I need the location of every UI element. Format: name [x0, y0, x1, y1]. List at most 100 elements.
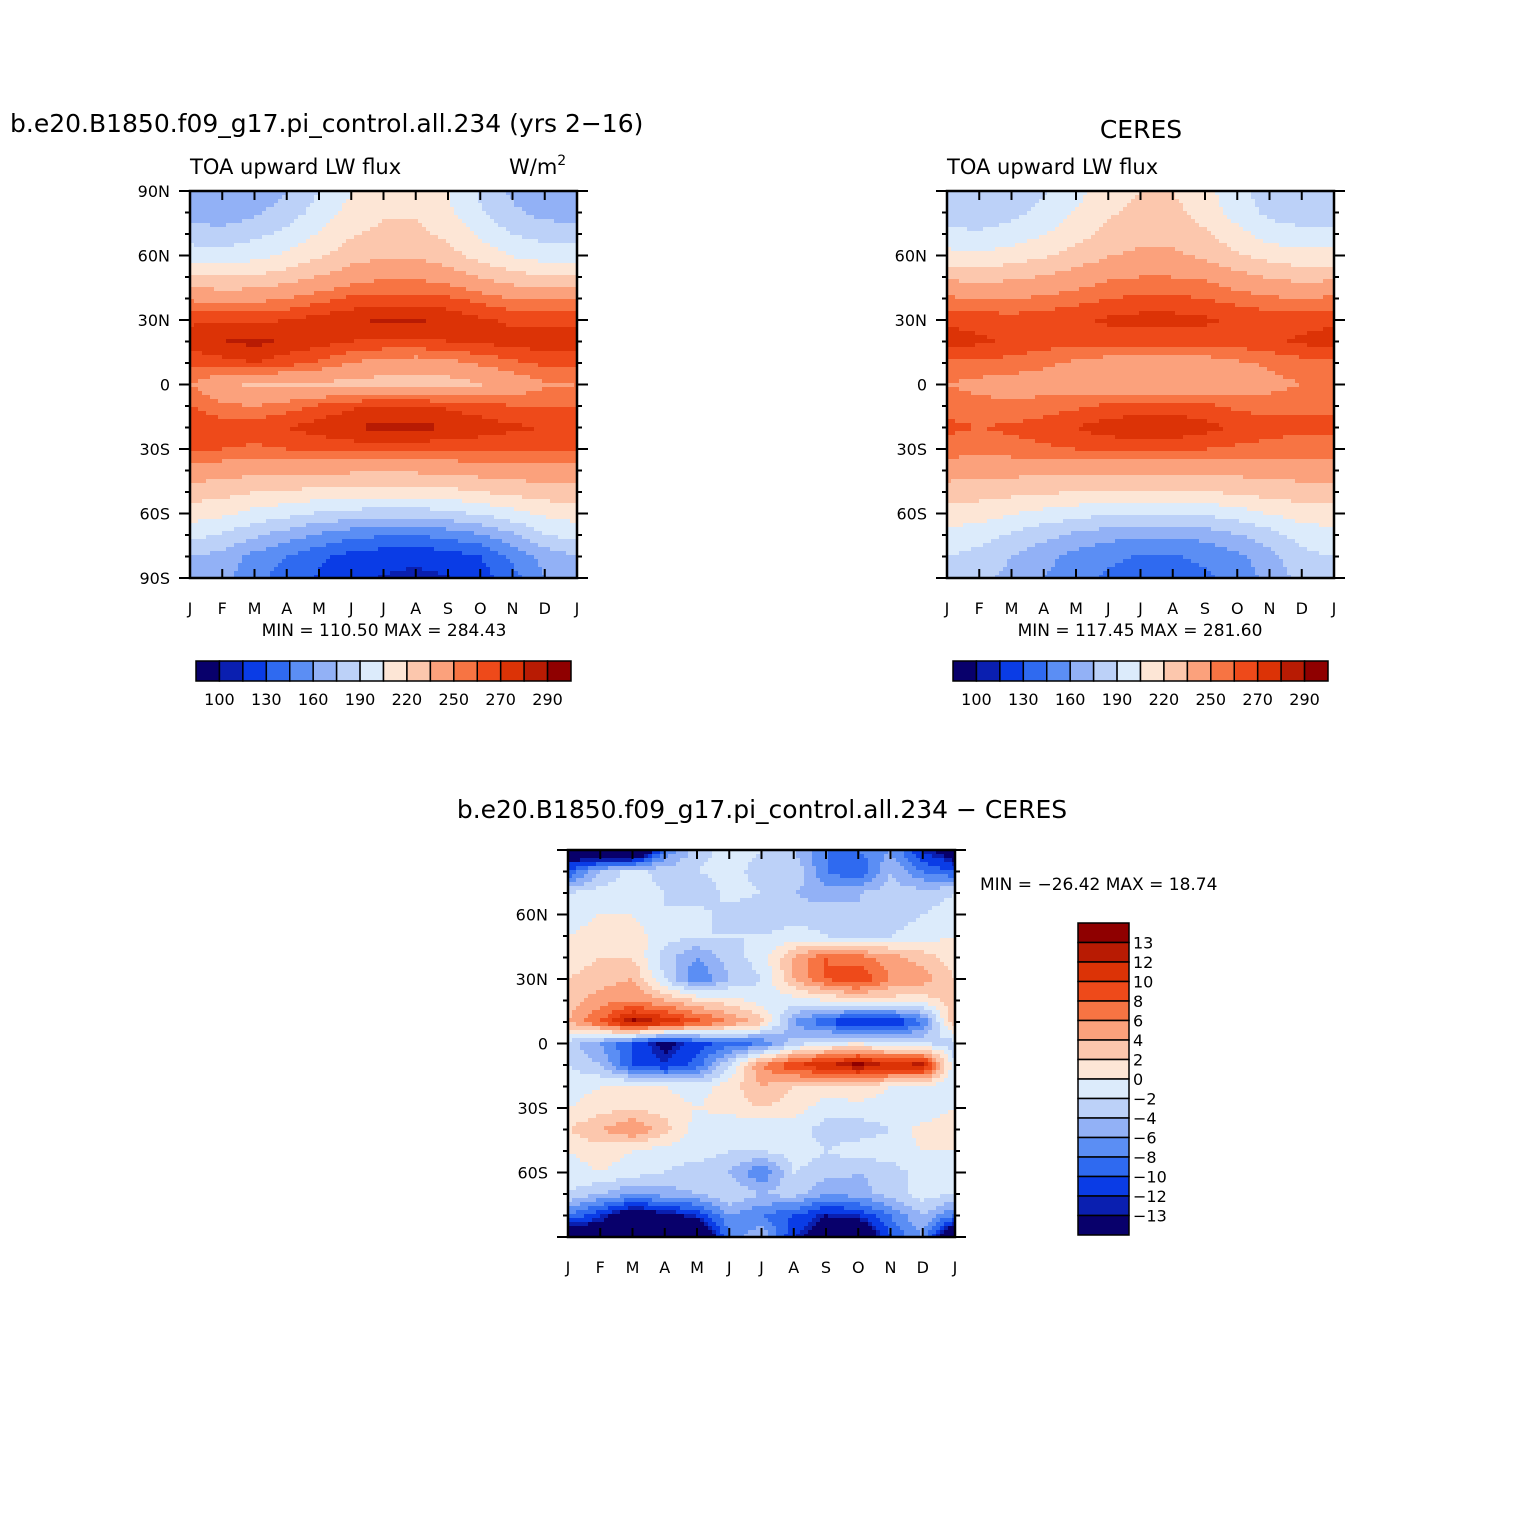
contour-cell: [470, 311, 475, 316]
contour-cell: [414, 231, 419, 236]
contour-cell: [522, 291, 527, 296]
contour-cell: [530, 247, 535, 252]
contour-cell: [534, 383, 539, 388]
contour-cell: [566, 239, 571, 244]
contour-cell: [510, 307, 515, 312]
contour-cell: [330, 343, 335, 348]
contour-cell: [494, 251, 499, 256]
contour-cell: [378, 215, 383, 220]
contour-cell: [530, 339, 535, 344]
contour-cell: [570, 211, 575, 216]
contour-cell: [378, 291, 383, 296]
contour-cell: [514, 375, 519, 380]
contour-cell: [234, 367, 239, 372]
contour-cell: [358, 199, 363, 204]
contour-cell: [314, 391, 319, 396]
contour-cell: [534, 307, 539, 312]
contour-cell: [426, 243, 431, 248]
contour-cell: [438, 267, 443, 272]
contour-cell: [194, 383, 199, 388]
contour-cell: [562, 347, 567, 352]
contour-cell: [486, 255, 491, 260]
contour-cell: [262, 379, 267, 384]
contour-cell: [282, 271, 287, 276]
contour-cell: [266, 299, 271, 304]
contour-cell: [478, 351, 483, 356]
contour-cell: [402, 319, 407, 324]
contour-cell: [522, 311, 527, 316]
contour-cell: [210, 335, 215, 340]
contour-cell: [318, 203, 323, 208]
contour-cell: [398, 391, 403, 396]
contour-cell: [394, 279, 399, 284]
contour-cell: [350, 359, 355, 364]
contour-cell: [382, 355, 387, 360]
model-panel-units: W/m2: [509, 153, 566, 179]
contour-cell: [522, 319, 527, 324]
contour-cell: [426, 259, 431, 264]
contour-cell: [514, 231, 519, 236]
contour-cell: [402, 371, 407, 376]
contour-cell: [426, 363, 431, 368]
contour-cell: [338, 347, 343, 352]
contour-cell: [370, 307, 375, 312]
contour-cell: [250, 379, 255, 384]
contour-cell: [542, 347, 547, 352]
contour-cell: [518, 263, 523, 268]
contour-cell: [430, 207, 435, 212]
contour-cell: [302, 319, 307, 324]
contour-cell: [442, 367, 447, 372]
contour-cell: [550, 391, 555, 396]
contour-cell: [550, 275, 555, 280]
contour-cell: [506, 199, 511, 204]
contour-cell: [566, 231, 571, 236]
contour-cell: [474, 215, 479, 220]
contour-cell: [282, 295, 287, 300]
contour-cell: [286, 295, 291, 300]
contour-cell: [526, 303, 531, 308]
contour-cell: [242, 351, 247, 356]
contour-cell: [326, 327, 331, 332]
contour-cell: [482, 223, 487, 228]
contour-cell: [430, 315, 435, 320]
contour-cell: [266, 339, 271, 344]
contour-cell: [502, 211, 507, 216]
contour-cell: [226, 375, 231, 380]
contour-cell: [318, 371, 323, 376]
contour-cell: [194, 299, 199, 304]
contour-cell: [414, 339, 419, 344]
contour-cell: [282, 227, 287, 232]
contour-cell: [530, 279, 535, 284]
contour-cell: [418, 231, 423, 236]
contour-cell: [414, 387, 419, 392]
contour-cell: [230, 387, 235, 392]
contour-cell: [382, 343, 387, 348]
contour-cell: [538, 383, 543, 388]
contour-cell: [262, 295, 267, 300]
contour-cell: [558, 259, 563, 264]
contour-cell: [322, 323, 327, 328]
contour-cell: [230, 335, 235, 340]
contour-cell: [214, 363, 219, 368]
contour-cell: [226, 303, 231, 308]
contour-cell: [390, 303, 395, 308]
contour-cell: [274, 343, 279, 348]
contour-cell: [346, 383, 351, 388]
contour-cell: [306, 363, 311, 368]
contour-cell: [554, 267, 559, 272]
contour-cell: [502, 247, 507, 252]
contour-cell: [566, 199, 571, 204]
contour-cell: [378, 275, 383, 280]
contour-cell: [250, 347, 255, 352]
contour-cell: [270, 299, 275, 304]
contour-cell: [414, 247, 419, 252]
contour-cell: [278, 391, 283, 396]
contour-cell: [510, 227, 515, 232]
contour-cell: [558, 219, 563, 224]
contour-cell: [434, 215, 439, 220]
contour-cell: [534, 363, 539, 368]
contour-cell: [462, 247, 467, 252]
contour-cell: [446, 215, 451, 220]
contour-cell: [234, 195, 239, 200]
contour-cell: [266, 231, 271, 236]
